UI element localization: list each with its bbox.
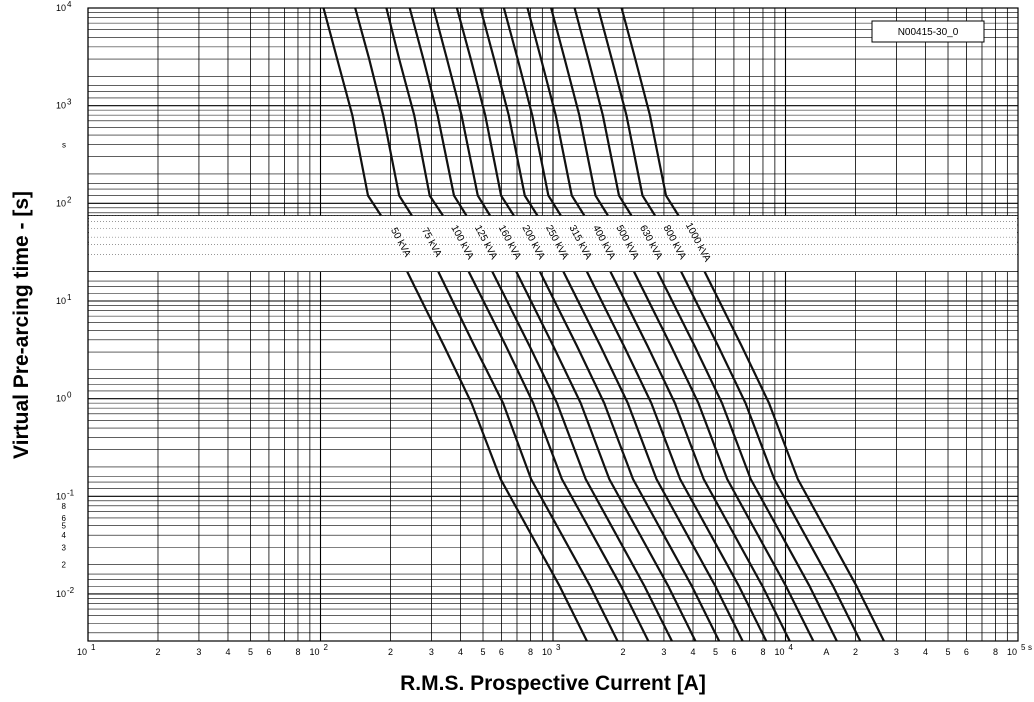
x-major-tick-label: 10 — [309, 647, 319, 657]
y-major-tick-label: 10 — [56, 3, 66, 13]
x-minor-tick-label: 6 — [499, 647, 504, 657]
y-minor-tick-label: 6 — [62, 514, 67, 523]
x-minor-tick-label: 6 — [266, 647, 271, 657]
x-major-tick-label: 10 — [542, 647, 552, 657]
x-major-tick-label: 10 — [77, 647, 87, 657]
curve-4-lower — [491, 271, 673, 642]
y-major-tick-label: 10 — [56, 491, 66, 501]
y-axis-label: Virtual Pre-arcing time - [s] — [10, 191, 33, 459]
x-minor-tick-label: 6 — [731, 647, 736, 657]
tick-labels: 10 1 10 2 10 3 10 4 10 52 3 4 5 6 8 2 3 4 5 6 8 2 3 4 5 6 8 2 3 4 5 6 8A… — [56, 0, 1032, 657]
x-minor-tick-label: 5 — [481, 647, 486, 657]
y-major-tick-label: 10 — [56, 394, 66, 404]
x-major-tick-label: 10 — [1007, 647, 1017, 657]
curve-1-upper — [322, 7, 382, 217]
x-minor-tick-label: 2 — [155, 647, 160, 657]
curve-6-lower — [538, 271, 721, 642]
y-major-tick-label: 10 — [56, 296, 66, 306]
x-minor-tick-label: 3 — [661, 647, 666, 657]
x-minor-tick-label: 3 — [196, 647, 201, 657]
curve-8-upper — [502, 7, 562, 217]
curve-5-lower — [515, 271, 697, 642]
curve-12-lower — [680, 271, 862, 642]
x-major-tick-exponent: 3 — [556, 643, 561, 652]
curve-9-lower — [609, 271, 791, 642]
y-major-tick-exponent: 1 — [67, 293, 72, 302]
curve-13-upper — [620, 7, 680, 217]
x-minor-tick-label: 4 — [225, 647, 230, 657]
x-minor-tick-label: 8 — [760, 647, 765, 657]
curve-11-lower — [656, 271, 838, 642]
curve-10-upper — [550, 7, 609, 217]
curve-2-upper — [354, 7, 413, 217]
curve-4-upper — [408, 7, 468, 217]
x-minor-tick-label: 3 — [429, 647, 434, 657]
x-minor-tick-label: 8 — [993, 647, 998, 657]
x-minor-tick-label: 2 — [388, 647, 393, 657]
label-band — [88, 215, 1018, 272]
label-band-area — [89, 215, 1017, 272]
x-minor-tick-label: 4 — [458, 647, 463, 657]
x-minor-tick-label: 6 — [964, 647, 969, 657]
y-major-tick-exponent: 3 — [67, 98, 72, 107]
plot-frame — [87, 7, 1019, 642]
x-axis-end-unit: s — [1028, 643, 1032, 652]
y-minor-tick-label: 3 — [62, 543, 67, 552]
curve-2-lower — [437, 271, 619, 642]
x-axis-label: R.M.S. Prospective Current [A] — [400, 672, 706, 695]
y-minor-tick-label: 5 — [62, 522, 67, 531]
x-minor-tick-label: 2 — [620, 647, 625, 657]
curve-7-lower — [562, 271, 744, 642]
y-major-tick-label: 10 — [56, 589, 66, 599]
x-major-tick-label: 10 — [774, 647, 784, 657]
curve-1-lower — [406, 271, 588, 642]
y-major-tick-label: 10 — [56, 101, 66, 111]
x-major-tick-exponent: 4 — [789, 643, 794, 652]
curve-3-lower — [467, 271, 650, 642]
y-major-tick-exponent: -1 — [67, 488, 75, 497]
y-minor-tick-label: 4 — [62, 531, 67, 540]
x-minor-tick-label: 2 — [853, 647, 858, 657]
y-major-tick-exponent: 0 — [67, 391, 72, 400]
x-minor-tick-label: 8 — [295, 647, 300, 657]
x-minor-tick-label: 4 — [923, 647, 928, 657]
curve-13-lower — [703, 271, 885, 642]
x-minor-tick-label: 5 — [713, 647, 718, 657]
curve-9-upper — [526, 7, 586, 217]
y-major-tick-label: 10 — [56, 198, 66, 208]
x-major-tick-exponent: 1 — [91, 643, 96, 652]
x-minor-tick-label: 3 — [894, 647, 899, 657]
x-major-tick-exponent: 2 — [324, 643, 329, 652]
y-major-tick-exponent: -2 — [67, 586, 75, 595]
x-minor-tick-label: 8 — [528, 647, 533, 657]
reference-id: N00415-30_0 — [898, 27, 959, 38]
reference-box: N00415-30_0 — [871, 20, 985, 43]
x-major-tick-exponent: 5 — [1021, 643, 1026, 652]
y-major-tick-exponent: 4 — [67, 0, 72, 9]
x-minor-tick-label: 5 — [946, 647, 951, 657]
x-minor-tick-label: 5 — [248, 647, 253, 657]
curve-10-lower — [633, 271, 815, 642]
curve-12-upper — [597, 7, 656, 217]
y-major-tick-exponent: 2 — [67, 195, 72, 204]
x-minor-tick-label: 4 — [690, 647, 695, 657]
y-minor-tick-label: 8 — [62, 502, 67, 511]
curve-5-upper — [432, 7, 491, 217]
curve-3-upper — [385, 7, 444, 217]
curve-6-upper — [455, 7, 515, 217]
y-minor-tick-label: 2 — [62, 561, 67, 570]
curve-11-upper — [573, 7, 633, 217]
curves — [322, 7, 885, 642]
curve-7-upper — [479, 7, 539, 217]
y-axis-unit-note: s — [62, 141, 66, 150]
curve-8-lower — [585, 271, 768, 642]
x-unit-marker: A — [823, 647, 829, 657]
